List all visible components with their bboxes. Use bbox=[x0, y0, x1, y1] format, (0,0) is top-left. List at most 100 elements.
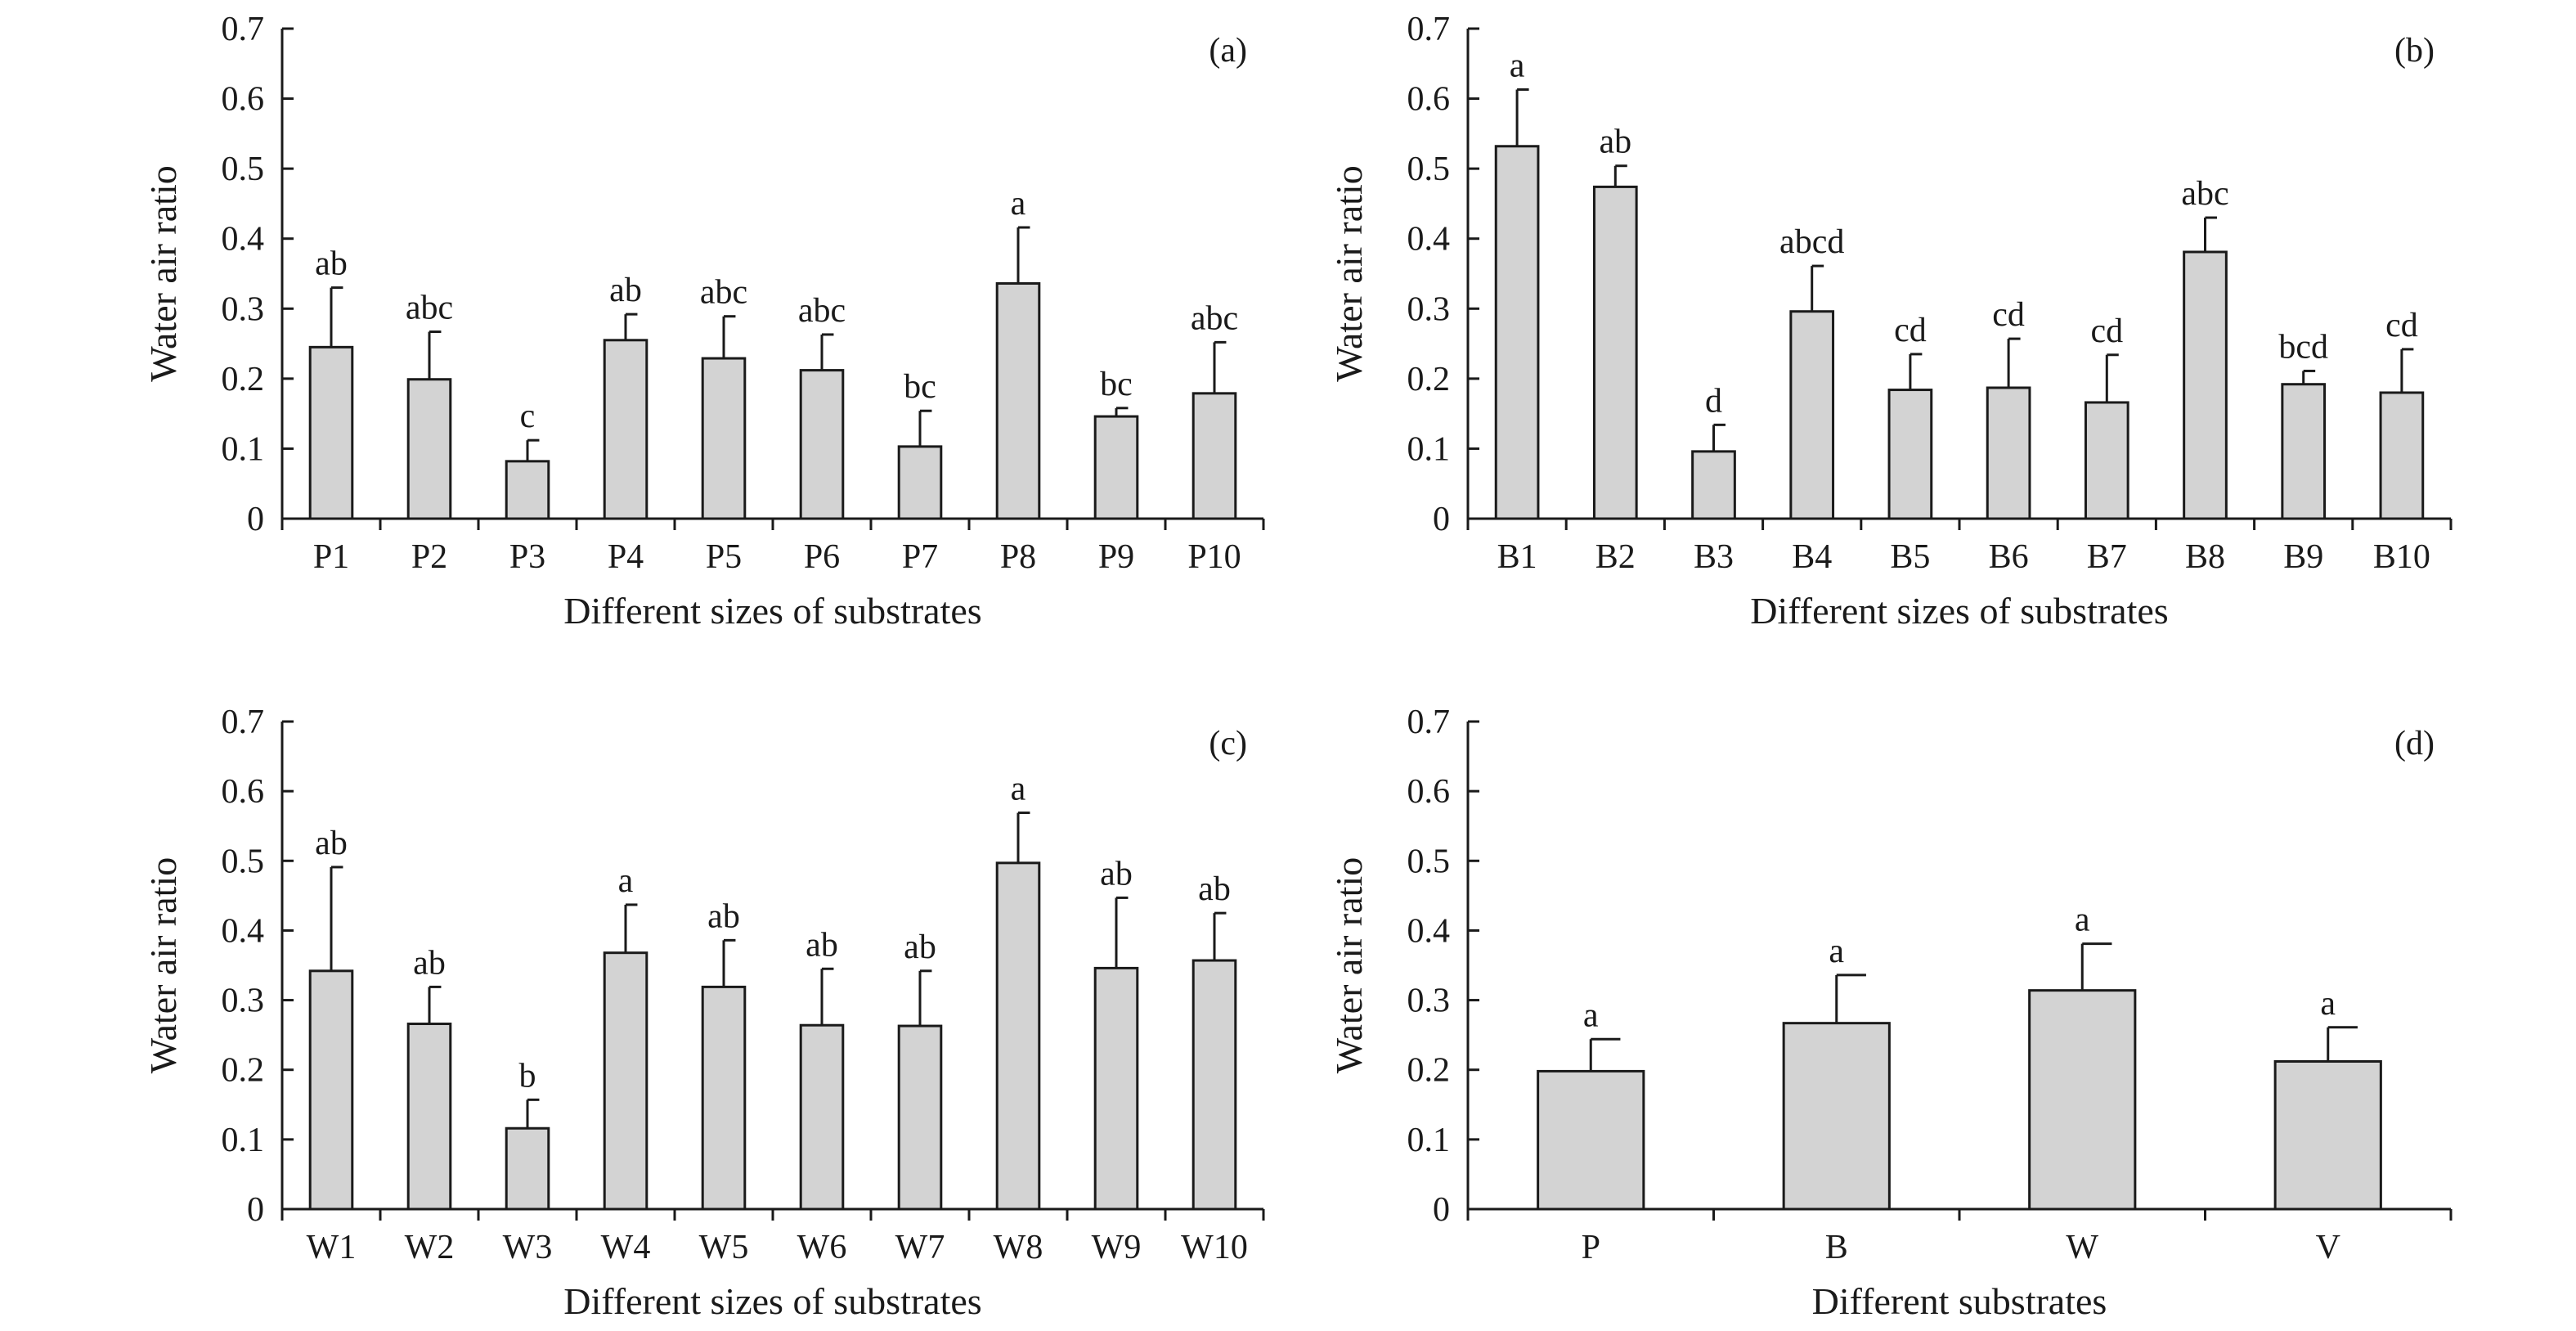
y-tick-label: 0.3 bbox=[1407, 290, 1451, 328]
x-tick-label: P4 bbox=[608, 538, 644, 576]
bar-b9 bbox=[2281, 383, 2327, 520]
significance-label: ab bbox=[413, 944, 446, 982]
y-tick-label: 0.1 bbox=[222, 430, 265, 468]
significance-label: abcd bbox=[1779, 223, 1844, 261]
x-tick-label: P10 bbox=[1187, 538, 1241, 576]
significance-label: cd bbox=[1992, 296, 2025, 334]
bar-b8 bbox=[2183, 250, 2228, 520]
significance-label: ab bbox=[904, 929, 936, 966]
bar-p3 bbox=[505, 460, 550, 520]
x-tick-label: W10 bbox=[1181, 1229, 1248, 1266]
y-tick-label: 0.2 bbox=[1407, 361, 1451, 398]
y-tick-label: 0.4 bbox=[1407, 221, 1451, 259]
y-tick-label: 0.6 bbox=[222, 773, 265, 811]
y-tick-label: 0.7 bbox=[222, 11, 265, 48]
significance-label: c bbox=[520, 398, 536, 435]
x-tick-label: B5 bbox=[1890, 538, 1930, 576]
significance-label: a bbox=[1510, 47, 1525, 84]
y-tick-label: 0.6 bbox=[222, 81, 265, 119]
x-tick-label: P5 bbox=[706, 538, 742, 576]
x-axis-label: Different sizes of substrates bbox=[563, 590, 981, 632]
significance-label: abc bbox=[1191, 299, 1238, 337]
x-tick-label: P8 bbox=[1000, 538, 1036, 576]
significance-label: abc bbox=[2181, 175, 2228, 213]
x-tick-label: P6 bbox=[804, 538, 840, 576]
significance-label: b bbox=[519, 1057, 536, 1095]
significance-label: a bbox=[2075, 902, 2090, 939]
y-tick-label: 0.4 bbox=[222, 221, 265, 259]
chart-panel-d: 0 0.1 0.2 0.3 0.4 0.5 0.6 0.7 Water air ratio a Pa… bbox=[1328, 704, 2453, 1322]
y-tick-label: 0.5 bbox=[222, 843, 265, 880]
bar-p8 bbox=[995, 281, 1041, 520]
significance-label: a bbox=[2320, 985, 2336, 1023]
x-tick-label: P2 bbox=[411, 538, 447, 576]
x-tick-label: B9 bbox=[2283, 538, 2323, 576]
x-tick-label: W5 bbox=[699, 1229, 749, 1266]
bar-p10 bbox=[1192, 392, 1237, 520]
x-tick-label: B3 bbox=[1694, 538, 1734, 576]
bar-b3 bbox=[1691, 450, 1736, 520]
x-tick-label: B bbox=[1825, 1229, 1848, 1266]
y-tick-label: 0.6 bbox=[1407, 81, 1451, 119]
x-tick-label: W9 bbox=[1092, 1229, 1142, 1266]
bar-b6 bbox=[1986, 386, 2031, 520]
x-tick-label: B2 bbox=[1595, 538, 1636, 576]
x-tick-label: W2 bbox=[405, 1229, 455, 1266]
y-tick-label: 0.2 bbox=[222, 1052, 265, 1090]
panel-label: (b) bbox=[2394, 32, 2435, 70]
x-tick-label: P7 bbox=[902, 538, 938, 576]
significance-label: bc bbox=[904, 368, 936, 406]
y-tick-label: 0 bbox=[247, 501, 264, 538]
y-tick-label: 0.1 bbox=[222, 1122, 265, 1159]
significance-label: a bbox=[1583, 996, 1599, 1034]
bar-b10 bbox=[2379, 391, 2425, 520]
bar-p1 bbox=[308, 345, 354, 520]
bar-p6 bbox=[799, 369, 845, 520]
y-tick-label: 0.6 bbox=[1407, 773, 1451, 811]
y-tick-label: 0.3 bbox=[222, 983, 265, 1020]
bar-w10 bbox=[1192, 959, 1237, 1211]
bar-p4 bbox=[603, 339, 648, 520]
y-axis-label: Water air ratio bbox=[1328, 857, 1370, 1073]
bar-p2 bbox=[406, 378, 452, 520]
bar-v bbox=[2273, 1059, 2382, 1211]
bar-p bbox=[1537, 1069, 1645, 1211]
significance-label: a bbox=[1011, 185, 1026, 223]
y-tick-label: 0 bbox=[1433, 501, 1450, 538]
significance-label: abc bbox=[798, 292, 846, 330]
bar-w8 bbox=[995, 861, 1041, 1211]
significance-label: a bbox=[618, 862, 634, 900]
bar-w3 bbox=[505, 1126, 550, 1211]
bar-b7 bbox=[2084, 401, 2129, 520]
x-tick-label: P1 bbox=[313, 538, 349, 576]
significance-label: cd bbox=[1894, 312, 1927, 349]
y-axis-label: Water air ratio bbox=[142, 165, 184, 381]
significance-label: ab bbox=[1198, 870, 1231, 908]
significance-label: ab bbox=[1100, 855, 1133, 893]
bar-w4 bbox=[603, 951, 648, 1211]
y-axis-label: Water air ratio bbox=[142, 857, 184, 1073]
y-tick-label: 0.2 bbox=[222, 361, 265, 398]
x-tick-label: W bbox=[2066, 1229, 2098, 1266]
y-tick-label: 0 bbox=[1433, 1191, 1450, 1229]
x-tick-label: B1 bbox=[1497, 538, 1537, 576]
x-tick-label: P9 bbox=[1098, 538, 1134, 576]
x-tick-label: W3 bbox=[503, 1229, 553, 1266]
y-tick-label: 0.5 bbox=[1407, 843, 1451, 880]
x-axis-label: Different sizes of substrates bbox=[1750, 590, 2168, 632]
significance-label: ab bbox=[315, 245, 348, 283]
bar-p9 bbox=[1093, 415, 1139, 520]
y-tick-label: 0.4 bbox=[1407, 912, 1451, 950]
x-tick-label: B10 bbox=[2373, 538, 2430, 576]
significance-label: abc bbox=[406, 290, 453, 327]
significance-label: ab bbox=[806, 926, 838, 964]
x-tick-label: W8 bbox=[994, 1229, 1043, 1266]
bar-w5 bbox=[701, 985, 747, 1211]
significance-label: abc bbox=[700, 274, 747, 312]
x-tick-label: W6 bbox=[797, 1229, 847, 1266]
significance-label: bcd bbox=[2278, 328, 2328, 366]
significance-label: bc bbox=[1100, 366, 1133, 403]
x-tick-label: B8 bbox=[2185, 538, 2225, 576]
bar-b bbox=[1782, 1022, 1891, 1211]
